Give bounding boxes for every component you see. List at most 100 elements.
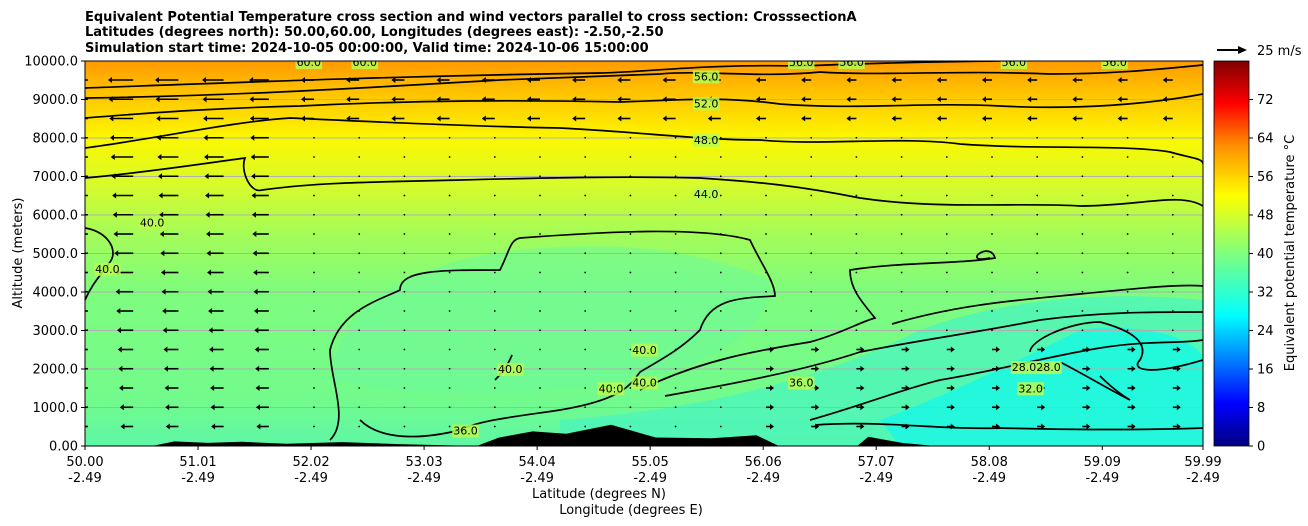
- contour-line-6: [329, 230, 776, 441]
- wind-vector-352: [900, 271, 903, 274]
- wind-vector-374: [945, 329, 948, 332]
- wind-vector-263: [674, 387, 677, 389]
- wind-vector-157: [448, 175, 451, 178]
- wind-vector-167: [448, 367, 451, 370]
- wind-vector-411: [1036, 310, 1039, 312]
- contour-label-3: 44.0: [694, 188, 719, 201]
- wind-vector-186: [493, 367, 496, 370]
- chart-title-line-2: Latitudes (degrees north): 50.00,60.00, …: [85, 25, 664, 40]
- wind-vector-49: [161, 288, 179, 295]
- wind-vector-283: [719, 406, 722, 409]
- wind-vector-380: [982, 77, 992, 83]
- wind-vector-278: [719, 310, 722, 312]
- wind-vector-356: [901, 346, 910, 353]
- wind-vector-95: [301, 77, 314, 83]
- wind-vector-15: [85, 367, 88, 370]
- wind-vector-333: [855, 271, 858, 274]
- wind-vector-366: [945, 175, 948, 178]
- wind-vector-136: [403, 136, 406, 139]
- wind-vector-363: [936, 115, 947, 122]
- wind-vector-113: [313, 425, 315, 428]
- wind-vector-285: [756, 77, 766, 83]
- wind-vector-163: [448, 290, 451, 293]
- wind-vector-402: [1036, 136, 1039, 139]
- contour-label-6: 40.0: [498, 363, 523, 376]
- wind-vector-455: [1127, 423, 1136, 430]
- contour-label-4: 40.0: [140, 217, 165, 230]
- wind-vector-275: [719, 252, 722, 255]
- wind-vector-281: [719, 367, 722, 370]
- wind-vector-383: [991, 136, 993, 139]
- x-tick-lon-10: -2.49: [1186, 471, 1220, 486]
- contour-label-bg-14: [295, 61, 323, 70]
- wind-vector-23: [110, 154, 134, 160]
- wind-vector-188: [493, 406, 496, 409]
- wind-vector-423: [1081, 175, 1084, 178]
- wind-vector-349: [900, 213, 903, 216]
- wind-vector-408: [1036, 252, 1039, 255]
- wind-vector-151: [403, 425, 406, 428]
- contour-label-bg-7: [631, 343, 658, 357]
- wind-vector-58: [202, 96, 224, 103]
- wind-vector-12: [85, 310, 88, 312]
- wind-vector-173: [481, 115, 495, 122]
- wind-vector-286: [756, 96, 766, 103]
- wind-vector-60: [203, 134, 224, 141]
- wind-vector-68: [207, 288, 224, 295]
- wind-vector-329: [855, 194, 858, 197]
- wind-vector-398: [992, 423, 1000, 430]
- wind-vector-445: [1126, 233, 1129, 235]
- wind-vector-465: [1171, 252, 1174, 255]
- wind-vector-94: [256, 423, 269, 430]
- wind-vector-427: [1081, 252, 1084, 255]
- contour-label-bg-5: [94, 262, 121, 276]
- contour-label-bg-17: [838, 61, 865, 70]
- wind-vector-302: [766, 404, 774, 411]
- wind-vector-330: [855, 213, 858, 216]
- wind-vector-305: [801, 96, 812, 103]
- contour-label-7: 40.0: [632, 344, 657, 357]
- wind-vector-324: [846, 96, 857, 103]
- wind-vector-52: [163, 346, 179, 353]
- wind-vector-66: [206, 250, 224, 257]
- wind-vector-311: [810, 213, 813, 216]
- contour-label-5: 40.0: [95, 263, 120, 276]
- wind-vector-473: [1172, 404, 1181, 411]
- wind-vector-443: [1126, 194, 1129, 197]
- contour-label-bg-4: [138, 216, 166, 230]
- wind-vector-293: [765, 233, 767, 235]
- wind-vector-265: [674, 425, 677, 428]
- wind-vector-53: [163, 365, 179, 372]
- wind-vector-227: [584, 425, 587, 428]
- wind-vector-316: [810, 310, 813, 312]
- wind-vector-378: [946, 404, 955, 411]
- wind-vector-450: [1126, 329, 1129, 332]
- wind-vector-91: [255, 365, 269, 372]
- wind-vector-172: [481, 96, 495, 103]
- wind-vector-355: [900, 329, 903, 332]
- wind-vector-235: [629, 213, 632, 216]
- wind-vector-446: [1126, 252, 1129, 255]
- wind-vector-271: [719, 175, 722, 178]
- x-tick-lat-6: 56.06: [745, 455, 782, 470]
- y-tick-label-5: 5000.0: [33, 247, 79, 262]
- wind-vector-126: [358, 310, 361, 312]
- wind-vector-421: [1081, 136, 1084, 139]
- wind-vector-54: [164, 385, 179, 391]
- wind-vector-34: [118, 365, 134, 372]
- colorbar-tick-label-0: 0: [1257, 440, 1265, 455]
- wind-vector-11: [85, 290, 88, 293]
- wind-vector-253: [674, 194, 677, 197]
- wind-vector-300: [766, 365, 774, 372]
- wind-vector-430: [1081, 310, 1084, 312]
- wind-vector-317: [810, 329, 813, 332]
- wind-vector-252: [674, 175, 677, 178]
- wind-vector-160: [448, 233, 451, 235]
- wind-vector-71: [209, 346, 224, 353]
- colorbar-tick-label-7: 56: [1257, 170, 1274, 185]
- wind-vector-381: [982, 96, 992, 103]
- wind-vector-385: [991, 175, 993, 178]
- wind-vector-303: [766, 423, 774, 430]
- wind-vector-362: [936, 96, 947, 103]
- wind-vector-444: [1126, 213, 1129, 216]
